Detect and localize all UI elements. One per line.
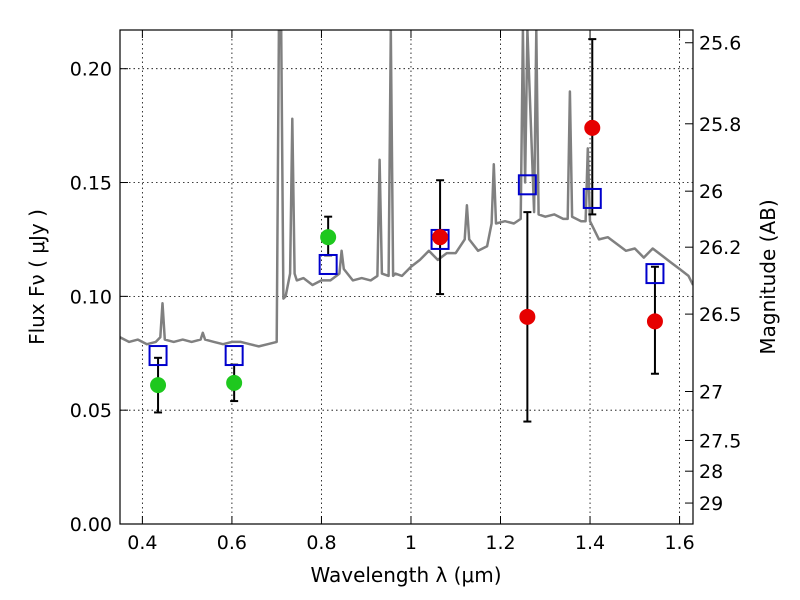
- model-spectrum-layer: [120, 30, 693, 348]
- y-tick-label: 0.00: [70, 514, 112, 536]
- y-axis-title: Flux Fν ( μJy ): [25, 209, 49, 345]
- model-phot-square: [148, 345, 168, 367]
- right-tick-label: 27.5: [699, 430, 741, 452]
- obs-optical-point: [150, 377, 167, 394]
- plot-frame: [119, 29, 694, 525]
- obs-ir-point: [519, 308, 536, 325]
- model-phot-square: [318, 253, 338, 275]
- ticks-layer: [120, 30, 693, 525]
- x-tick-label: 0.8: [306, 532, 336, 554]
- obs-optical-point: [320, 229, 337, 246]
- right-tick-label: 26.5: [699, 304, 741, 326]
- right-tick-label: 26.2: [699, 237, 741, 259]
- right-tick-label: 25.8: [699, 114, 741, 136]
- x-axis-title: Wavelength λ (μm): [310, 563, 501, 587]
- obs-optical-point: [226, 374, 243, 391]
- y-tick-label: 0.15: [70, 173, 112, 195]
- x-tick-label: 1.6: [664, 532, 694, 554]
- right-tick-label: 27: [699, 382, 723, 404]
- right-tick-label: 28: [699, 461, 723, 483]
- right-tick-label: 29: [699, 493, 723, 515]
- tick-labels-layer: 0.4 0.6 0.8 1 1.2 1.4 1.6 0.00 0.05 0.10 0.15 0.20 2…: [70, 33, 742, 554]
- model-phot-square: [645, 263, 665, 285]
- right-tick-label: 25.6: [699, 33, 741, 55]
- grid-layer: [120, 30, 693, 525]
- marker-layer: [148, 119, 665, 394]
- model-spectrum-line: [120, 30, 693, 348]
- obs-ir-point: [432, 229, 449, 246]
- x-tick-label: 1.4: [575, 532, 605, 554]
- y-right-axis-title: Magnitude (AB): [756, 199, 780, 354]
- x-tick-label: 1: [405, 532, 417, 554]
- model-phot-square: [224, 345, 244, 367]
- x-tick-label: 0.4: [127, 532, 157, 554]
- x-tick-label: 0.6: [217, 532, 247, 554]
- model-phot-square: [517, 174, 537, 196]
- right-tick-label: 26: [699, 181, 723, 203]
- obs-ir-point: [584, 119, 601, 136]
- y-tick-label: 0.10: [70, 286, 112, 308]
- x-tick-label: 1.2: [485, 532, 515, 554]
- y-tick-label: 0.05: [70, 400, 112, 422]
- y-tick-label: 0.20: [70, 59, 112, 81]
- obs-ir-point: [646, 313, 663, 330]
- model-phot-square: [582, 187, 602, 209]
